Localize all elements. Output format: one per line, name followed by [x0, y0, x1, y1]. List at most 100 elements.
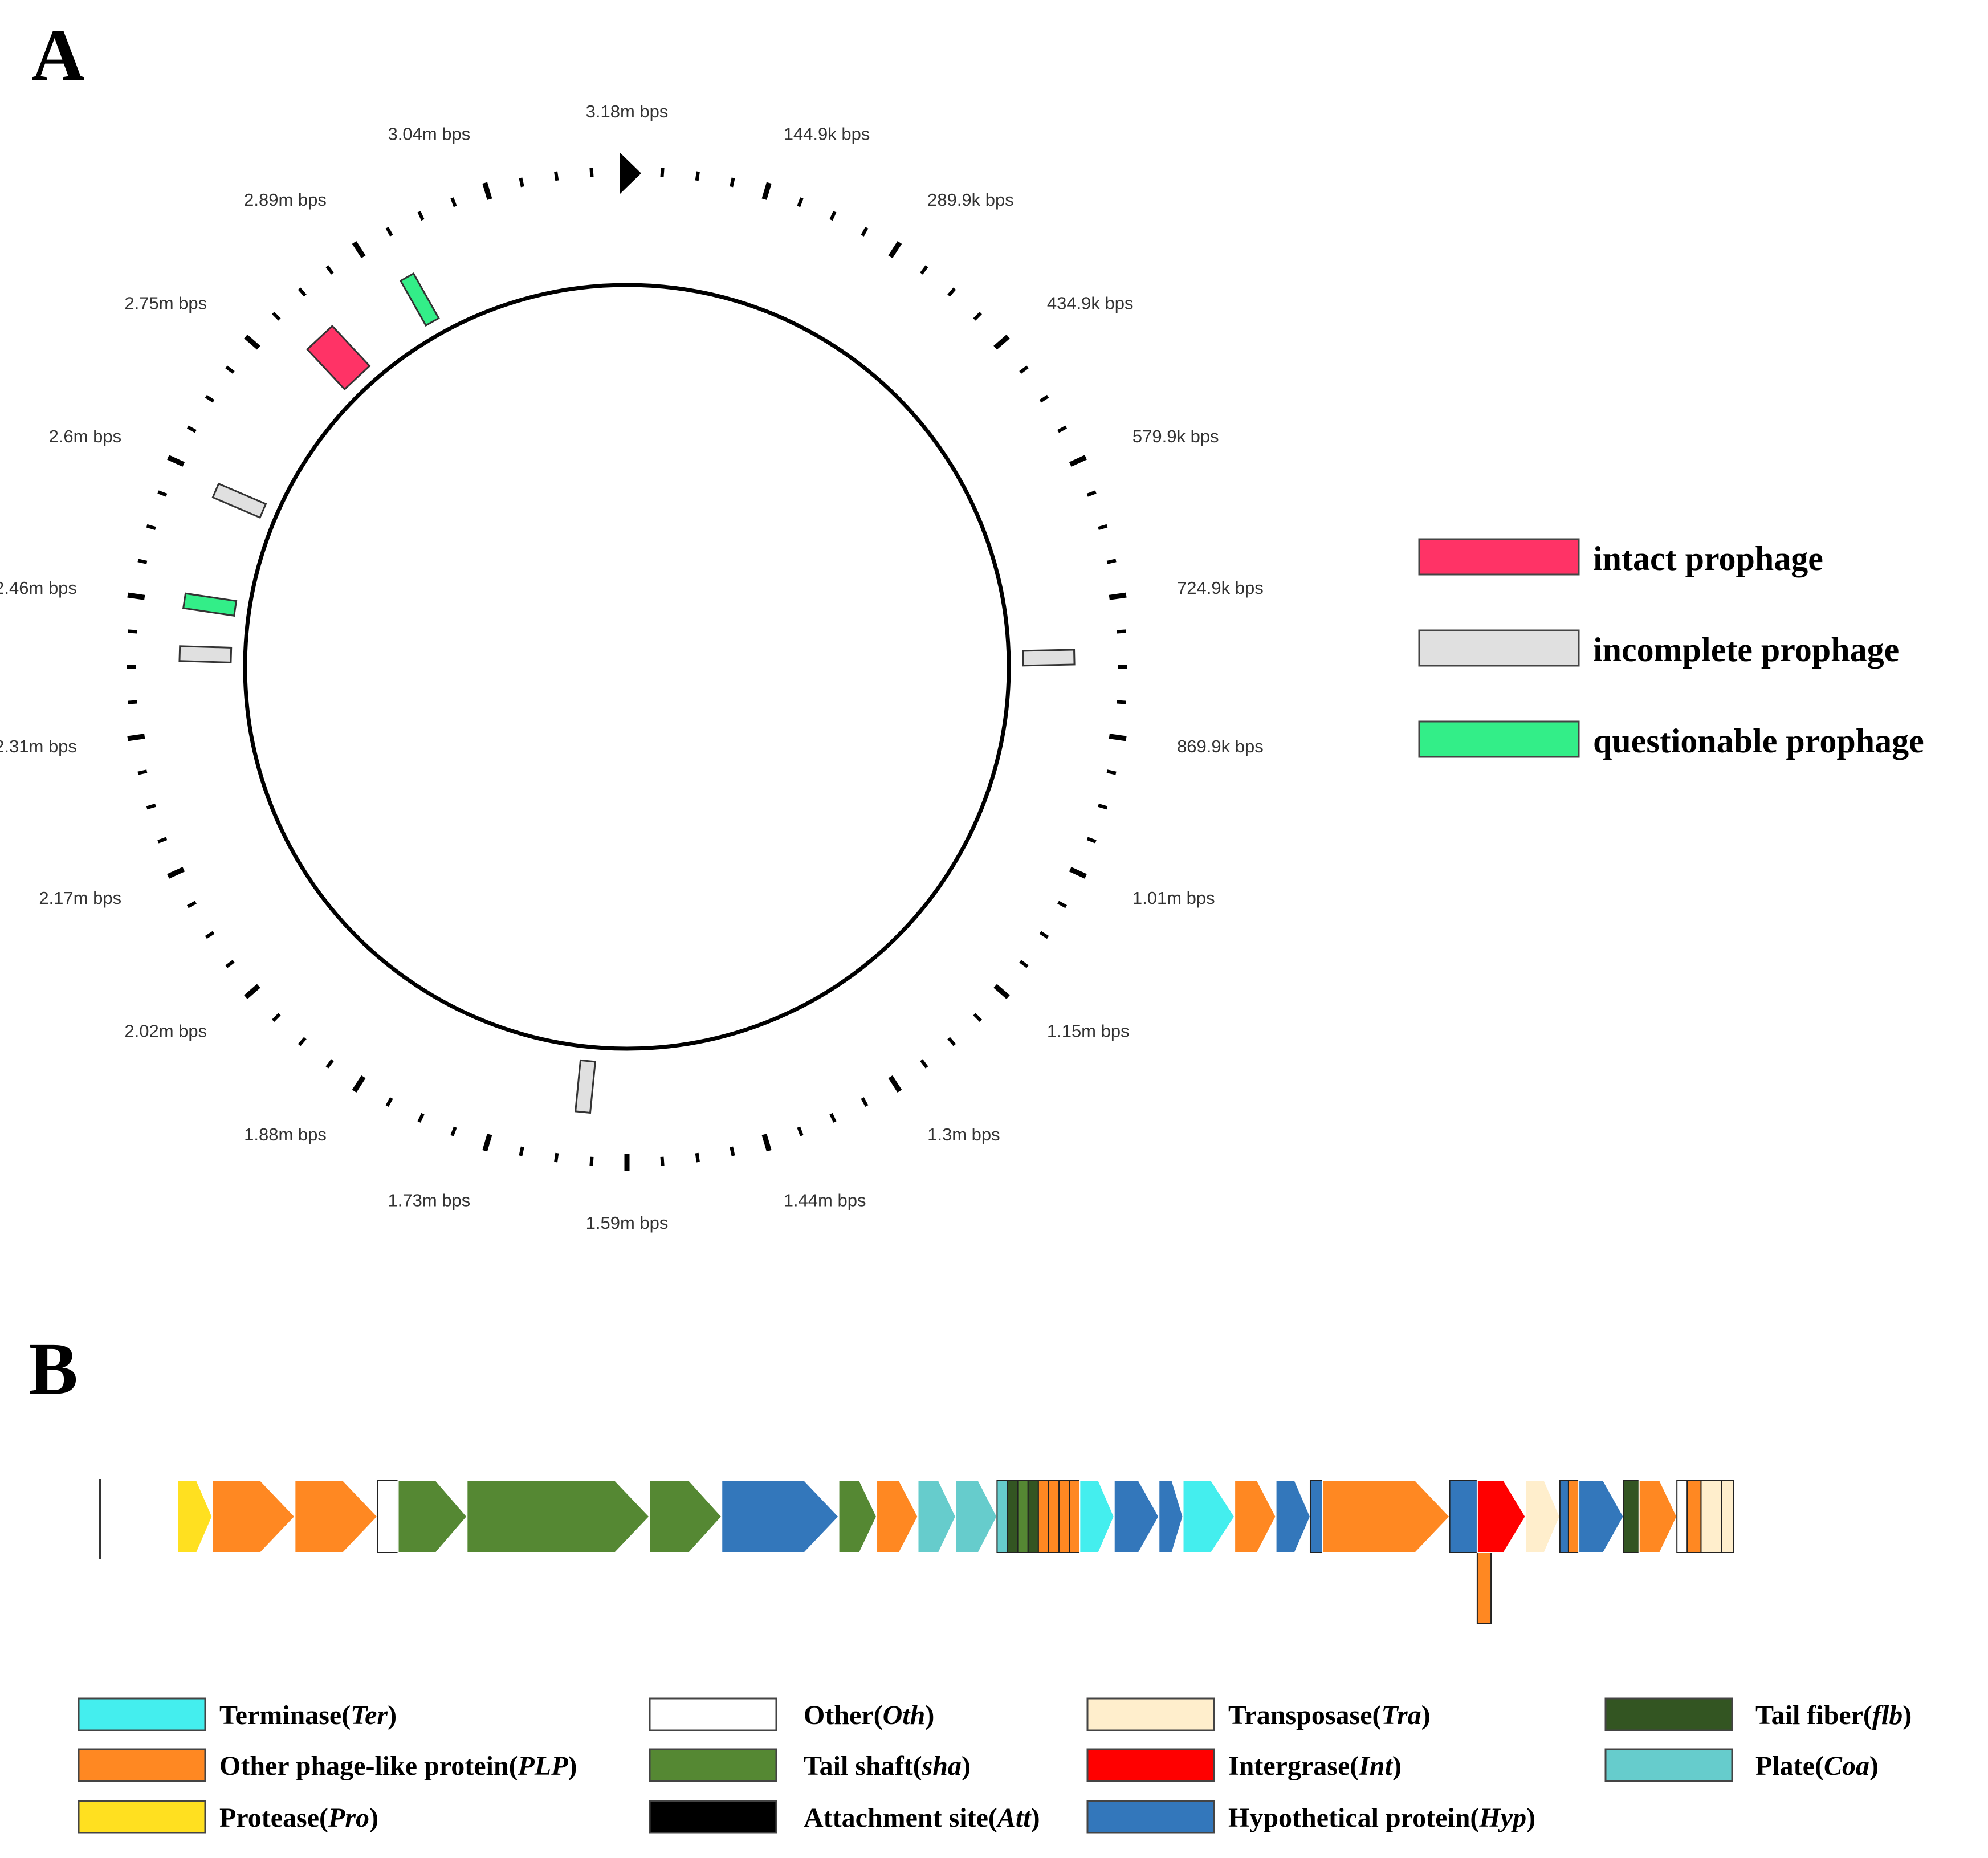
major-tick — [993, 984, 1010, 999]
gene-PLP — [1638, 1480, 1678, 1553]
gene-Hyp — [1113, 1480, 1160, 1553]
tick-marks — [127, 168, 1127, 1171]
minor-tick — [861, 226, 869, 237]
gene-Coa — [996, 1480, 1008, 1553]
major-tick — [888, 1075, 902, 1093]
panel-b-letter: B — [28, 1328, 78, 1410]
minor-tick — [920, 265, 928, 275]
legend-item-Ter: Terminase(Ter) — [78, 1697, 397, 1731]
gene-category-legend: Terminase(Ter) Other phage-like protein(P… — [78, 1697, 1912, 1834]
genome-map: 3.18m bps 144.9k bps 289.9k bps 434.9k bps 5… — [0, 101, 1264, 1233]
minor-tick — [157, 490, 168, 497]
major-tick — [1109, 734, 1127, 741]
legend-item-incomplete: incomplete prophage — [1418, 629, 1899, 669]
tick-label: 724.9k bps — [1177, 578, 1264, 598]
minor-tick — [1098, 524, 1108, 531]
tick-label: 1.15m bps — [1047, 1021, 1130, 1041]
gene-sha — [397, 1480, 468, 1553]
minor-tick — [186, 425, 197, 433]
gene-Ter — [1182, 1480, 1236, 1553]
legend-item-questionable: questionable prophage — [1418, 720, 1924, 760]
minor-tick — [450, 197, 457, 207]
tick-label: 869.9k bps — [1177, 736, 1264, 756]
gene-Coa — [917, 1480, 957, 1553]
minor-tick — [385, 1097, 393, 1107]
gene-PLP — [1058, 1480, 1070, 1553]
major-tick — [127, 734, 145, 741]
gene-Int — [1476, 1480, 1526, 1553]
legend-swatch-Oth — [649, 1697, 777, 1731]
gene-PLP — [876, 1480, 919, 1553]
minor-tick — [1106, 769, 1117, 775]
major-tick — [244, 984, 260, 999]
legend-swatch-Int — [1086, 1748, 1215, 1782]
minor-tick — [797, 197, 804, 207]
tick-label: 289.9k bps — [927, 190, 1014, 210]
minor-tick — [797, 1126, 804, 1136]
legend-item-intact: intact prophage — [1418, 538, 1823, 577]
minor-tick — [695, 171, 700, 181]
tick-label: 1.44m bps — [784, 1191, 866, 1211]
gene-PLP — [1037, 1480, 1049, 1553]
gene-PLP — [1686, 1480, 1702, 1553]
legend-item-flb: Tail fiber(flb) — [1604, 1697, 1912, 1731]
gene-Oth — [377, 1480, 399, 1553]
minor-tick — [450, 1126, 457, 1136]
major-tick — [993, 335, 1010, 350]
legend-item-Int: Intergrase(Int) — [1086, 1748, 1402, 1782]
minor-tick — [1019, 365, 1029, 374]
gene-Hyp — [1309, 1480, 1323, 1553]
gene-PLP — [1567, 1480, 1580, 1553]
legend-label-Oth: Other(Oth) — [804, 1700, 934, 1730]
tick-label: 2.6m bps — [49, 426, 122, 446]
gene-Tra — [1700, 1480, 1722, 1553]
minor-tick — [920, 1059, 928, 1069]
legend-swatch-Att — [649, 1800, 777, 1834]
legend-label-Hyp: Hypothetical protein(Hyp) — [1228, 1803, 1535, 1833]
minor-tick — [861, 1097, 869, 1107]
gene-flb — [1027, 1480, 1039, 1553]
minor-tick — [225, 960, 235, 968]
major-tick — [1069, 867, 1087, 879]
minor-tick — [205, 931, 215, 939]
gene-Tra — [1525, 1480, 1561, 1553]
legend-item-Att: Attachment site(Att) — [649, 1800, 1040, 1834]
prophage-region-incomplete — [574, 1059, 597, 1114]
legend-label-Tra: Transposase(Tra) — [1228, 1700, 1431, 1730]
gene-PLP — [1476, 1552, 1492, 1624]
legend-item-sha: Tail shaft(sha) — [649, 1748, 971, 1782]
tick-label: 2.02m bps — [124, 1021, 207, 1041]
legend-swatch-Hyp — [1086, 1800, 1215, 1834]
gene-Hyp — [1449, 1480, 1478, 1553]
minor-tick — [947, 287, 956, 297]
legend-label-Coa: Plate(Coa) — [1755, 1751, 1879, 1781]
gene-sha — [838, 1480, 878, 1553]
tick-label: 1.73m bps — [388, 1191, 471, 1211]
legend-swatch-intact — [1418, 538, 1580, 576]
minor-tick — [695, 1152, 700, 1163]
start-arrow-marker — [620, 153, 641, 194]
gene-Hyp — [721, 1480, 840, 1553]
tick-label: 3.04m bps — [388, 124, 471, 144]
legend-label-incomplete: incomplete prophage — [1593, 631, 1899, 669]
legend-item-Hyp: Hypothetical protein(Hyp) — [1086, 1800, 1535, 1834]
prophage-regions — [178, 272, 1076, 1114]
major-tick — [482, 182, 492, 200]
legend-label-PLP: Other phage-like protein(PLP) — [219, 1751, 577, 1781]
gene-PLP — [211, 1480, 296, 1553]
tick-label: 1.01m bps — [1132, 888, 1215, 908]
legend-label-questionable: questionable prophage — [1593, 722, 1924, 760]
legend-swatch-flb — [1604, 1697, 1733, 1731]
gene-Hyp — [1559, 1480, 1569, 1553]
minor-tick — [973, 312, 982, 321]
gene-Ter — [1079, 1480, 1115, 1553]
minor-tick — [730, 177, 735, 188]
major-tick — [761, 182, 772, 200]
minor-tick — [137, 559, 148, 564]
prophage-region-incomplete — [178, 645, 233, 663]
prophage-legend: intact prophage incomplete prophage ques… — [1418, 538, 1924, 760]
legend-item-PLP: Other phage-like protein(PLP) — [78, 1748, 577, 1782]
tick-labels: 3.18m bps 144.9k bps 289.9k bps 434.9k bps 5… — [0, 101, 1264, 1233]
legend-item-Pro: Protease(Pro) — [78, 1800, 378, 1834]
minor-tick — [298, 287, 307, 297]
